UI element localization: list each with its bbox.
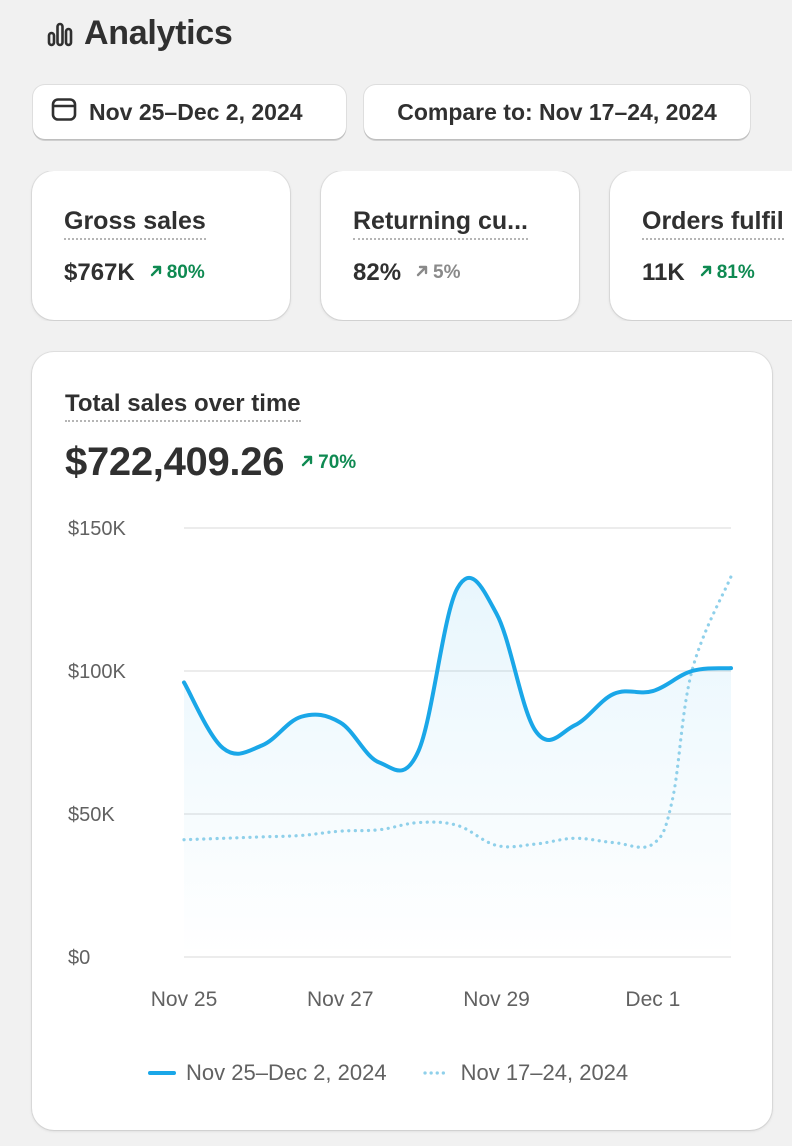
metric-value: $767K [64, 259, 135, 286]
date-range-button[interactable]: Nov 25–Dec 2, 2024 [33, 85, 346, 139]
compare-button[interactable]: Compare to: Nov 17–24, 2024 [364, 85, 750, 139]
metric-label[interactable]: Orders fulfil [642, 207, 784, 240]
y-tick-label: $150K [68, 518, 126, 540]
chart-trend: 70% [300, 452, 356, 474]
y-tick-label: $100K [68, 661, 126, 683]
chart-legend: Nov 25–Dec 2, 2024 Nov 17–24, 2024 [148, 1060, 628, 1086]
arrow-up-right-icon [300, 452, 314, 474]
x-tick-label: Nov 29 [463, 988, 530, 1011]
legend-label-comparison: Nov 17–24, 2024 [460, 1060, 629, 1085]
x-tick-label: Dec 1 [625, 988, 680, 1011]
chart-total-value: $722,409.26 [65, 440, 285, 484]
legend-swatch-dotted [422, 1071, 451, 1075]
metric-card-gross-sales[interactable]: Gross sales $767K 80% [32, 171, 290, 320]
chart-title[interactable]: Total sales over time [65, 390, 301, 422]
arrow-up-right-icon [149, 262, 163, 284]
chart-change: 70% [318, 451, 357, 473]
legend-swatch-solid [148, 1071, 176, 1075]
page-header: Analytics [46, 14, 233, 53]
metric-value: 11K [642, 259, 685, 286]
series-line-current [182, 575, 733, 773]
compare-label: Compare to: Nov 17–24, 2024 [397, 98, 717, 125]
metric-trend: 80% [149, 262, 205, 284]
legend-item-comparison[interactable]: Nov 17–24, 2024 [422, 1060, 629, 1086]
arrow-up-right-icon [699, 262, 713, 284]
legend-label-current: Nov 25–Dec 2, 2024 [186, 1060, 387, 1085]
chart-total-row: $722,409.26 70% [65, 440, 356, 485]
date-range-label: Nov 25–Dec 2, 2024 [89, 98, 303, 125]
series-line-comparison [182, 575, 733, 849]
y-tick-label: $0 [68, 947, 90, 969]
metric-trend: 5% [415, 262, 461, 284]
metric-change: 80% [166, 262, 205, 283]
legend-item-current[interactable]: Nov 25–Dec 2, 2024 [148, 1060, 387, 1086]
y-tick-label: $50K [68, 804, 115, 826]
metric-label[interactable]: Returning cu... [353, 207, 528, 240]
calendar-icon [51, 96, 77, 128]
metric-change: 81% [716, 262, 755, 283]
total-sales-chart-card: $0 $50K $100K $150K Nov 25 Nov 27 Nov 29 Dec 1 … [32, 352, 772, 1130]
x-tick-label: Nov 27 [307, 988, 374, 1011]
metric-change: 5% [433, 262, 461, 283]
sales-line-chart[interactable]: $0 $50K $100K $150K Nov 25 Nov 27 Nov 29 Dec 1 [32, 352, 772, 1052]
bar-chart-icon [46, 20, 74, 48]
metric-label[interactable]: Gross sales [64, 207, 206, 240]
x-tick-label: Nov 25 [151, 988, 218, 1011]
metrics-row: Gross sales $767K 80% Returning cu... 82… [0, 171, 792, 321]
page-title: Analytics [84, 14, 233, 52]
metric-trend: 81% [699, 262, 755, 284]
metric-value: 82% [353, 259, 402, 286]
series-area-current [184, 577, 731, 957]
arrow-up-right-icon [415, 262, 429, 284]
metric-card-orders-fulfilled[interactable]: Orders fulfil 11K 81% [610, 171, 792, 320]
metric-card-returning-customers[interactable]: Returning cu... 82% 5% [321, 171, 579, 320]
